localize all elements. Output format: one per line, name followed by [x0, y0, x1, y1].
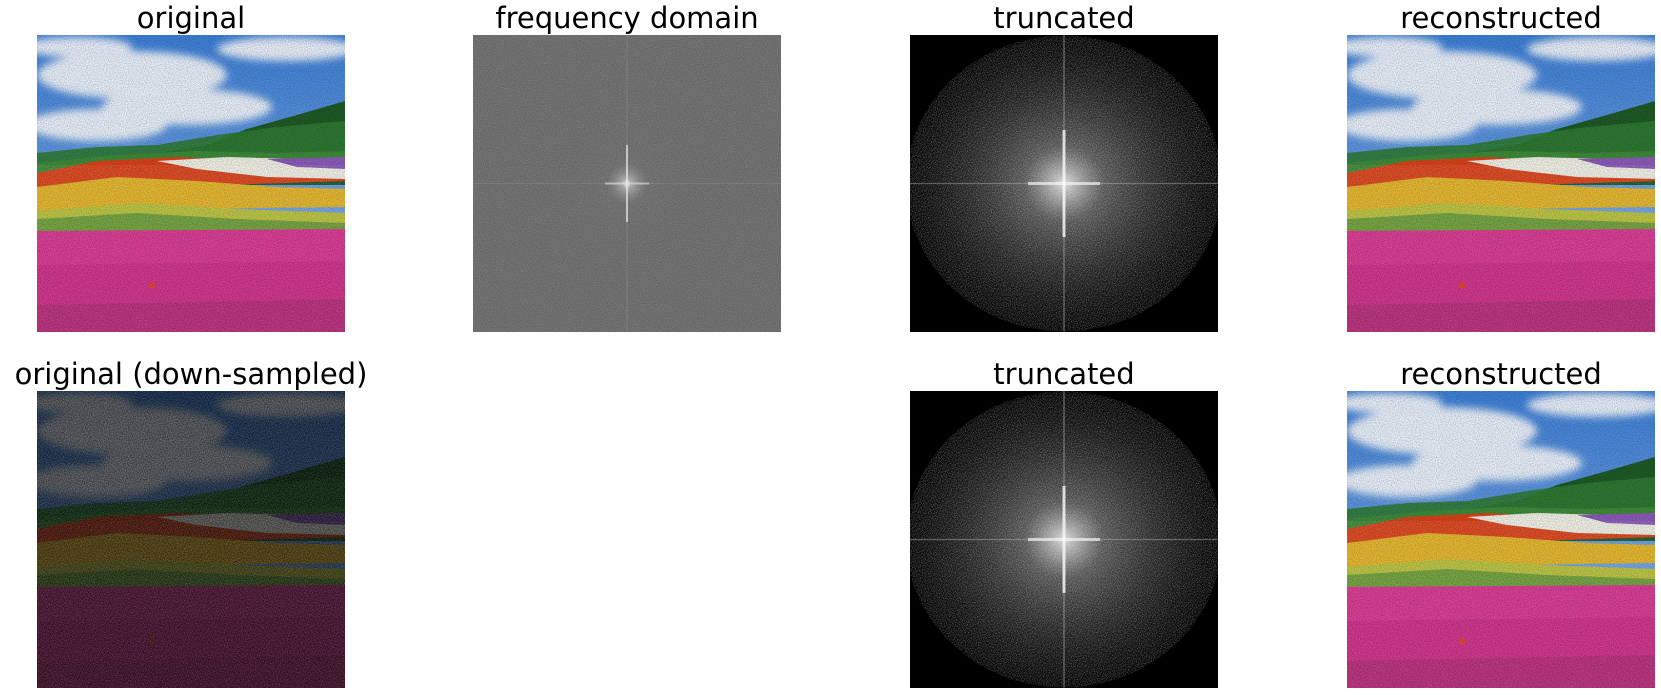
panel-title-original: original [136, 1, 246, 35]
original-image [37, 35, 345, 332]
reconstructed-image-1 [1347, 35, 1655, 332]
panel-title-original-down-sampled: original (down-sampled) [14, 357, 368, 391]
truncated-spectrum-image-1 [910, 35, 1218, 332]
down-sampled-image [37, 391, 345, 688]
panel-title-reconstructed-1: reconstructed [1400, 1, 1602, 35]
panel-title-truncated-2: truncated [993, 357, 1135, 391]
panel-title-truncated-1: truncated [993, 1, 1135, 35]
frequency-domain-image [473, 35, 781, 332]
reconstructed-image-2 [1347, 391, 1655, 688]
panel-title-frequency-domain: frequency domain [495, 1, 759, 35]
panel-title-reconstructed-2: reconstructed [1400, 357, 1602, 391]
truncated-spectrum-image-2 [910, 391, 1218, 688]
